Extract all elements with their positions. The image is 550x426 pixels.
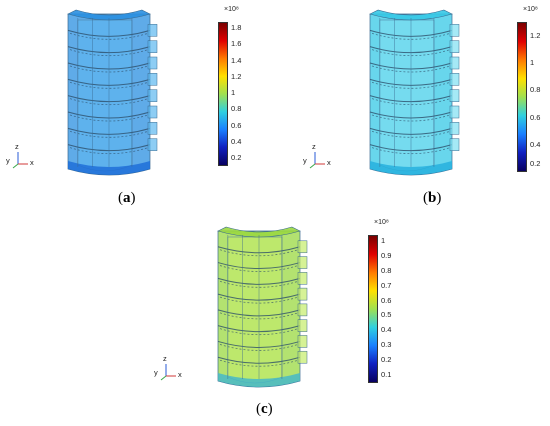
panel-a: z y x ×10⁸ 1.8 1.6 1.4 1.2 1 0.8 0.6 0.4 0.2 (a) <box>0 0 275 215</box>
colorbar-tick-label: 0.5 <box>381 310 392 320</box>
colorbar-tick-label: 0.8 <box>381 265 392 275</box>
axis-y-label: y <box>303 156 307 165</box>
model-side-tab <box>449 40 460 53</box>
model-side-tab <box>449 122 460 135</box>
colorbar-a: ×10⁸ 1.8 1.6 1.4 1.2 1 0.8 0.6 0.4 0.2 <box>218 6 268 168</box>
colorbar-gradient <box>368 235 378 383</box>
axis-x-label: x <box>327 158 331 167</box>
colorbar-tick-label: 1.2 <box>231 71 242 81</box>
colorbar-tick-label: 0.4 <box>231 136 242 146</box>
axis-x-label: x <box>30 158 34 167</box>
panel-label-b: (b) <box>423 190 442 206</box>
cylinder-model-b <box>369 9 460 176</box>
colorbar-tick-label: 1 <box>231 88 236 97</box>
axis-y-label: y <box>154 368 158 377</box>
model-bottom-band <box>370 161 452 175</box>
model-side-tab <box>147 24 158 37</box>
colorbar-gradient <box>218 22 228 166</box>
model-side-tab <box>297 256 308 269</box>
model-side-tab <box>147 138 158 151</box>
colorbar-tick-label: 1 <box>530 58 535 68</box>
axis-x-label: x <box>178 370 182 379</box>
panel-b: z y x ×10⁸ 1.2 1 0.8 0.6 0.4 0.2 (b) <box>275 0 550 215</box>
colorbar-tick-label: 0.1 <box>381 370 392 379</box>
cylinder-model-a <box>67 9 158 176</box>
colorbar-tick-label: 1.6 <box>231 39 242 49</box>
model-side-tab <box>297 240 308 254</box>
colorbar-tick-label: 1.4 <box>231 55 242 65</box>
colorbar-tick-label: 0.2 <box>381 355 392 365</box>
colorbar-tick-label: 1.8 <box>231 23 242 32</box>
model-side-tab <box>297 287 308 301</box>
colorbar-tick-label: 0.6 <box>381 295 392 305</box>
model-side-tab <box>147 89 158 102</box>
axis-z-label: z <box>312 142 316 151</box>
model-side-tab <box>449 73 460 86</box>
colorbar-tick-label: 0.2 <box>231 153 242 162</box>
colorbar-tick-label: 0.3 <box>381 340 392 350</box>
axis-z-label: z <box>163 354 167 363</box>
colorbar-tick-label: 0.8 <box>231 104 242 114</box>
model-side-tab <box>449 105 460 119</box>
axis-triad-a: z y x <box>6 142 40 174</box>
model-side-tab <box>297 303 308 317</box>
colorbar-exponent: ×10⁸ <box>523 6 538 13</box>
model-side-tab <box>449 56 460 70</box>
panel-c: z y x ×10⁸ 1 0.9 0.8 0.7 0.6 0.5 0.4 0.3 0.2 0.1 … <box>140 215 420 426</box>
model-side-tab <box>147 73 158 86</box>
colorbar-gradient <box>517 22 527 172</box>
model-side-tab <box>297 335 308 348</box>
colorbar-tick-label: 0.7 <box>381 280 392 290</box>
colorbar-tick-label: 0.9 <box>381 250 392 260</box>
colorbar-tick-label: 0.6 <box>530 112 541 122</box>
model-side-tab <box>297 319 308 332</box>
model-side-tab <box>449 24 460 37</box>
panel-label-a: (a) <box>118 190 136 206</box>
model-top-cap <box>67 9 151 21</box>
colorbar-exponent: ×10⁸ <box>374 219 389 226</box>
model-side-tab <box>147 122 158 135</box>
colorbar-c: ×10⁸ 1 0.9 0.8 0.7 0.6 0.5 0.4 0.3 0.2 0.1 <box>368 219 408 391</box>
colorbar-tick-label: 1.2 <box>530 31 541 40</box>
cylinder-model-c <box>217 226 308 388</box>
model-bottom-band <box>68 161 150 175</box>
colorbar-tick-label: 0.4 <box>530 139 541 149</box>
colorbar-tick-label: 0.8 <box>530 85 541 95</box>
model-side-tab <box>147 105 158 119</box>
colorbar-tick-label: 0.2 <box>530 159 541 168</box>
model-side-tab <box>147 56 158 70</box>
model-side-tab <box>449 138 460 151</box>
axis-z-label: z <box>15 142 19 151</box>
model-side-tab <box>297 350 308 364</box>
model-top-cap <box>369 9 453 21</box>
colorbar-tick-label: 0.4 <box>381 325 392 335</box>
model-side-tab <box>297 272 308 285</box>
panel-label-c: (c) <box>256 401 273 417</box>
colorbar-exponent: ×10⁸ <box>224 6 239 13</box>
axis-y-label: y <box>6 156 10 165</box>
axis-triad-c: z y x <box>154 354 188 386</box>
model-bottom-band <box>218 373 300 387</box>
colorbar-tick-label: 1 <box>381 236 386 245</box>
model-side-tab <box>147 40 158 53</box>
model-side-tab <box>449 89 460 102</box>
colorbar-b: ×10⁸ 1.2 1 0.8 0.6 0.4 0.2 <box>517 6 547 172</box>
colorbar-tick-label: 0.6 <box>231 120 242 130</box>
axis-triad-b: z y x <box>303 142 337 174</box>
model-top-cap <box>217 226 301 238</box>
